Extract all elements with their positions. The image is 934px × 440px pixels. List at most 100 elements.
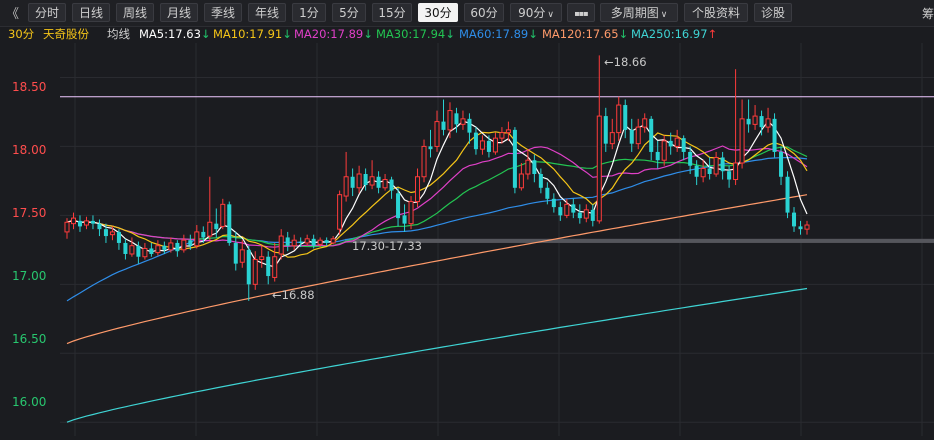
candle-body-down — [90, 220, 95, 224]
candle-body-down — [681, 138, 686, 152]
price-range-band — [345, 238, 934, 243]
candle-body-down — [558, 207, 563, 216]
period-button-month[interactable]: 月线 — [160, 3, 198, 22]
candle-body-down — [324, 240, 329, 243]
candle-body-down — [649, 118, 654, 152]
candle-body-up — [616, 104, 622, 134]
candle-body-down — [512, 129, 517, 188]
candle-body-down — [759, 116, 764, 128]
ma60-value: MA60:17.89↓ — [459, 27, 538, 41]
avg-line-label[interactable]: 均线 — [107, 27, 130, 41]
candle-body-down — [779, 151, 784, 177]
period-button-year[interactable]: 年线 — [248, 3, 286, 22]
period-button-1min[interactable]: 1分 — [292, 3, 326, 22]
candle-body-up — [129, 245, 135, 255]
candle-body-down — [590, 209, 595, 221]
candle-body-down — [214, 223, 219, 230]
candle-body-down — [441, 121, 446, 130]
ma20-value: MA20:17.89↓ — [294, 27, 373, 41]
candle-body-up — [642, 118, 648, 128]
candle-body-down — [538, 174, 543, 188]
candle-body-down — [545, 187, 550, 199]
candle-body-up — [369, 176, 375, 186]
candle-body-down — [454, 113, 459, 125]
candle-body-down — [175, 242, 180, 252]
candle-body-down — [162, 245, 167, 250]
candle-body-up — [109, 231, 115, 236]
more-button[interactable]: ▪▪▪ — [567, 3, 595, 22]
candle-body-up — [499, 132, 505, 139]
period-button-day[interactable]: 日线 — [72, 3, 110, 22]
candle-body-down — [103, 229, 108, 237]
candle-body-down — [116, 231, 121, 243]
candle-body-up — [564, 203, 570, 216]
candle-body-down — [688, 151, 693, 166]
period-button-5min[interactable]: 5分 — [332, 3, 366, 22]
candle-body-up — [733, 162, 739, 181]
kline-plot-area[interactable] — [0, 43, 934, 436]
diagnose-button[interactable]: 诊股 — [754, 3, 792, 22]
collapse-icon[interactable]: 《 — [6, 7, 20, 22]
candle-body-down — [285, 237, 290, 246]
candle-body-down — [97, 223, 102, 230]
candle-body-up — [596, 115, 602, 222]
period-button-30min[interactable]: 30分 — [418, 3, 458, 22]
candle-body-down — [571, 204, 576, 213]
candle-body-down — [792, 212, 797, 227]
candle-body-down — [188, 240, 193, 246]
period-button-minute[interactable]: 分时 — [28, 3, 66, 22]
ma30-line — [66, 146, 808, 248]
candle-body-up — [330, 238, 336, 244]
period-button-15min[interactable]: 15分 — [372, 3, 412, 22]
period-button-quarter[interactable]: 季线 — [204, 3, 242, 22]
candle-body-down — [623, 105, 628, 130]
candle-body-up — [525, 159, 531, 175]
kline-chart[interactable]: 18.50 18.00 17.50 17.00 16.50 16.00 ←18.… — [0, 43, 934, 436]
ma120-line — [66, 194, 808, 345]
candle-body-up — [70, 217, 77, 225]
stock-info-button[interactable]: 个股资料 — [684, 3, 748, 22]
ma5-value: MA5:17.63↓ — [139, 27, 211, 41]
candle-body-up — [492, 137, 498, 153]
candle-body-up — [259, 256, 265, 260]
period-toolbar: 《 分时 日线 周线 月线 季线 年线 1分 5分 15分 30分 60分 90… — [0, 0, 934, 27]
candle-body-up — [460, 118, 466, 125]
candle-body-up — [155, 245, 161, 254]
candle-body-up — [252, 258, 258, 285]
cut-off-tab-label[interactable]: 筹 — [921, 7, 934, 21]
candle-body-up — [278, 235, 284, 255]
candle-body-down — [532, 160, 537, 174]
period-button-60min[interactable]: 60分 — [464, 3, 504, 22]
candle-body-down — [376, 176, 381, 188]
candle-body-down — [298, 241, 303, 243]
candle-body-up — [765, 118, 771, 128]
ma10-value: MA10:17.91↓ — [213, 27, 292, 41]
candle-body-down — [798, 226, 803, 230]
candle-body-down — [577, 212, 582, 219]
candle-body-up — [181, 239, 187, 251]
candle-body-down — [227, 204, 232, 243]
period-button-week[interactable]: 周线 — [116, 3, 154, 22]
candle-body-up — [635, 126, 641, 145]
high-price-annotation: ←18.66 — [604, 55, 647, 69]
candle-body-down — [746, 118, 751, 125]
candle-body-up — [434, 121, 440, 147]
candle-body-down — [727, 171, 732, 180]
candle-body-up — [382, 179, 388, 189]
candle-body-down — [350, 176, 355, 188]
candle-body-up — [505, 129, 511, 134]
period-dropdown-90min[interactable]: 90分 ∨ — [510, 3, 562, 22]
stock-name: 天奇股份 — [43, 27, 89, 41]
candle-body-down — [655, 151, 660, 161]
candle-body-down — [785, 176, 790, 213]
multi-period-dropdown[interactable]: 多周期图 ∨ — [600, 3, 678, 22]
ma20-line — [66, 145, 808, 248]
candle-body-down — [772, 118, 777, 152]
period-label: 30分 — [8, 27, 35, 41]
candle-body-down — [201, 231, 206, 238]
candle-body-up — [713, 156, 719, 175]
candle-body-up — [804, 224, 810, 230]
ma-legend-bar: 30分 天奇股份 均线 MA5:17.63↓ MA10:17.91↓ MA20:… — [0, 26, 934, 43]
candle-body-up — [207, 221, 213, 237]
ma250-line — [66, 287, 808, 423]
